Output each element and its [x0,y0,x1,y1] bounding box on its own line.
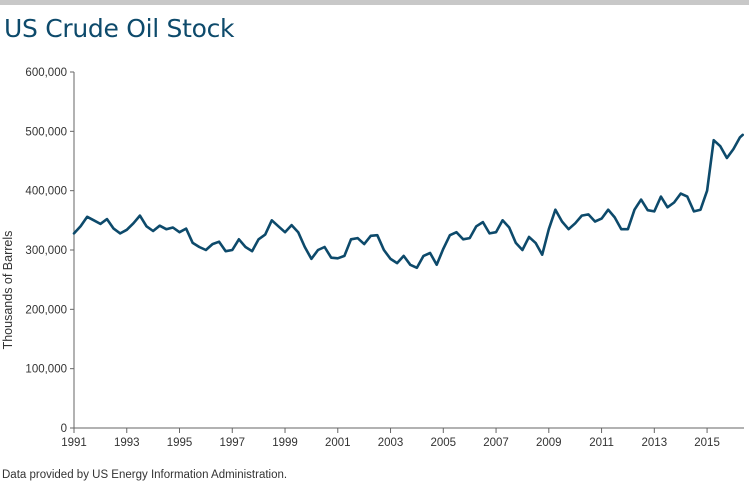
source-note: Data provided by US Energy Information A… [2,469,288,481]
x-tick-label: 1993 [114,437,140,449]
x-tick-label: 1999 [272,437,298,449]
x-tick-label: 1997 [219,437,245,449]
x-tick-label: 1995 [167,437,193,449]
y-tick-label: 0 [61,423,67,435]
x-axis-ticks: 1991 1993 1995 1997 1999 2001 2003 2005 2007 2009… [61,428,720,449]
y-tick-label: 100,000 [25,364,67,376]
x-tick-label: 2005 [430,437,456,449]
x-tick-label: 2011 [589,437,614,449]
top-rule [0,0,749,5]
chart-title: US Crude Oil Stock [4,14,235,43]
y-tick-label: 400,000 [25,186,67,198]
x-tick-label: 2013 [642,437,668,449]
y-axis-ticks: 0 100,000 200,000 300,000 400,000 500,000 600,… [25,67,74,435]
x-tick-label: 2003 [378,437,404,449]
y-tick-label: 500,000 [25,126,67,138]
y-axis-label: Thousands of Barrels [1,231,15,350]
x-tick-label: 2015 [694,437,720,449]
x-tick-label: 2007 [483,437,509,449]
x-tick-label: 2001 [325,437,351,449]
x-tick-label: 2009 [536,437,562,449]
x-tick-label: 1991 [61,437,87,449]
y-tick-label: 300,000 [25,245,67,257]
y-tick-label: 200,000 [25,304,67,316]
series-line [72,133,744,270]
y-tick-label: 600,000 [25,67,67,79]
